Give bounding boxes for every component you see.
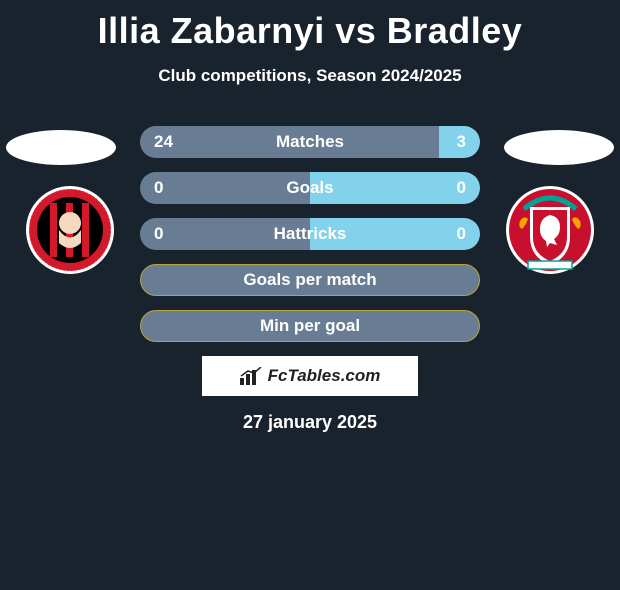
stat-label: Min per goal [260,316,360,336]
stat-label: Goals per match [243,270,376,290]
branding-text: FcTables.com [268,366,381,386]
left-fill [140,172,310,204]
stat-right-value: 0 [457,224,466,244]
page-title: Illia Zabarnyi vs Bradley [0,10,620,52]
stat-left-value: 0 [154,224,163,244]
stat-label: Goals [286,178,333,198]
stat-right-value: 3 [457,132,466,152]
right-fill [310,172,480,204]
stat-right-value: 0 [457,178,466,198]
stat-row-goals: Goals 0 0 [140,172,480,204]
date-label: 27 january 2025 [0,412,620,433]
stats-container: Matches 24 3 Goals 0 0 Hattricks 0 0 Goals per ma… [0,126,620,342]
stat-left-value: 24 [154,132,173,152]
stat-row-min-per-goal: Min per goal [140,310,480,342]
fctables-branding: FcTables.com [202,356,418,396]
chart-icon [240,367,262,385]
stat-row-hattricks: Hattricks 0 0 [140,218,480,250]
stat-row-matches: Matches 24 3 [140,126,480,158]
subtitle: Club competitions, Season 2024/2025 [0,66,620,86]
stat-label: Hattricks [274,224,347,244]
stat-left-value: 0 [154,178,163,198]
stat-label: Matches [276,132,344,152]
stat-row-goals-per-match: Goals per match [140,264,480,296]
